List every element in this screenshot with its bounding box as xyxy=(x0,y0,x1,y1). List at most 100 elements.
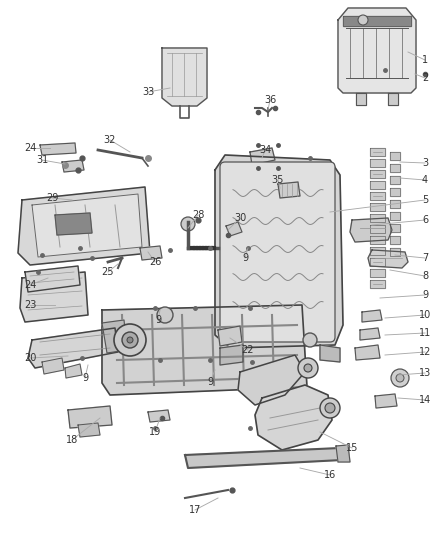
Polygon shape xyxy=(355,345,380,360)
Text: 32: 32 xyxy=(104,135,116,145)
Polygon shape xyxy=(360,328,380,340)
Polygon shape xyxy=(25,266,80,292)
Circle shape xyxy=(320,398,340,418)
Polygon shape xyxy=(375,394,397,408)
Text: 16: 16 xyxy=(324,470,336,480)
Circle shape xyxy=(304,364,312,372)
Polygon shape xyxy=(370,181,385,189)
Polygon shape xyxy=(390,236,400,244)
Polygon shape xyxy=(320,345,340,362)
Polygon shape xyxy=(68,406,112,428)
Text: 26: 26 xyxy=(149,257,161,267)
Text: 7: 7 xyxy=(422,253,428,263)
Polygon shape xyxy=(370,269,385,277)
Polygon shape xyxy=(55,213,92,235)
Polygon shape xyxy=(42,358,64,374)
Text: 17: 17 xyxy=(189,505,201,515)
Polygon shape xyxy=(370,192,385,200)
Polygon shape xyxy=(28,328,118,368)
Text: 22: 22 xyxy=(242,345,254,355)
Circle shape xyxy=(157,307,173,323)
Text: 23: 23 xyxy=(24,300,36,310)
Text: 10: 10 xyxy=(419,310,431,320)
Polygon shape xyxy=(368,250,408,268)
Polygon shape xyxy=(148,410,170,422)
Polygon shape xyxy=(370,247,385,255)
Polygon shape xyxy=(390,152,400,160)
Circle shape xyxy=(325,403,335,413)
Text: 18: 18 xyxy=(66,435,78,445)
Text: 19: 19 xyxy=(149,427,161,437)
Polygon shape xyxy=(390,176,400,184)
Text: 3: 3 xyxy=(422,158,428,168)
Text: 35: 35 xyxy=(272,175,284,185)
Polygon shape xyxy=(250,148,275,165)
Polygon shape xyxy=(343,16,411,26)
Polygon shape xyxy=(65,364,82,378)
Text: 36: 36 xyxy=(264,95,276,105)
Circle shape xyxy=(391,369,409,387)
Polygon shape xyxy=(40,143,76,155)
Polygon shape xyxy=(370,280,385,288)
Text: 9: 9 xyxy=(207,377,213,387)
Circle shape xyxy=(396,374,404,382)
Circle shape xyxy=(181,217,195,231)
Polygon shape xyxy=(390,248,400,256)
Polygon shape xyxy=(362,310,382,322)
Text: 14: 14 xyxy=(419,395,431,405)
Polygon shape xyxy=(350,218,392,242)
Polygon shape xyxy=(215,155,343,348)
Circle shape xyxy=(127,337,133,343)
Polygon shape xyxy=(370,170,385,178)
Polygon shape xyxy=(78,423,100,437)
Text: 28: 28 xyxy=(192,210,204,220)
Polygon shape xyxy=(370,214,385,222)
Polygon shape xyxy=(220,345,243,365)
FancyBboxPatch shape xyxy=(220,162,335,342)
Text: 6: 6 xyxy=(422,215,428,225)
Polygon shape xyxy=(388,93,398,105)
Text: 9: 9 xyxy=(82,373,88,383)
Text: 12: 12 xyxy=(419,347,431,357)
Circle shape xyxy=(298,358,318,378)
Polygon shape xyxy=(162,48,207,106)
Text: 11: 11 xyxy=(419,328,431,338)
Text: 24: 24 xyxy=(24,143,36,153)
Polygon shape xyxy=(102,320,127,353)
Polygon shape xyxy=(390,224,400,232)
Text: 5: 5 xyxy=(422,195,428,205)
Text: 4: 4 xyxy=(422,175,428,185)
Circle shape xyxy=(358,15,368,25)
Polygon shape xyxy=(255,385,332,450)
Text: 30: 30 xyxy=(234,213,246,223)
Polygon shape xyxy=(370,159,385,167)
Text: 29: 29 xyxy=(46,193,58,203)
Circle shape xyxy=(122,332,138,348)
Text: 9: 9 xyxy=(155,315,161,325)
Polygon shape xyxy=(390,164,400,172)
Polygon shape xyxy=(102,305,307,395)
Text: 8: 8 xyxy=(422,271,428,281)
Text: 1: 1 xyxy=(422,55,428,65)
Text: 25: 25 xyxy=(102,267,114,277)
Text: 2: 2 xyxy=(422,73,428,83)
Text: 31: 31 xyxy=(36,155,48,165)
Polygon shape xyxy=(370,258,385,266)
Polygon shape xyxy=(370,225,385,233)
Polygon shape xyxy=(390,212,400,220)
Polygon shape xyxy=(238,355,305,405)
Polygon shape xyxy=(20,272,88,322)
Text: 9: 9 xyxy=(242,253,248,263)
Polygon shape xyxy=(390,188,400,196)
Text: 33: 33 xyxy=(142,87,154,97)
Circle shape xyxy=(114,324,146,356)
Polygon shape xyxy=(390,200,400,208)
Polygon shape xyxy=(62,160,84,172)
Text: 20: 20 xyxy=(24,353,36,363)
Text: 13: 13 xyxy=(419,368,431,378)
Polygon shape xyxy=(338,8,416,93)
Polygon shape xyxy=(218,326,242,346)
Circle shape xyxy=(303,333,317,347)
Polygon shape xyxy=(370,203,385,211)
Polygon shape xyxy=(336,445,350,462)
